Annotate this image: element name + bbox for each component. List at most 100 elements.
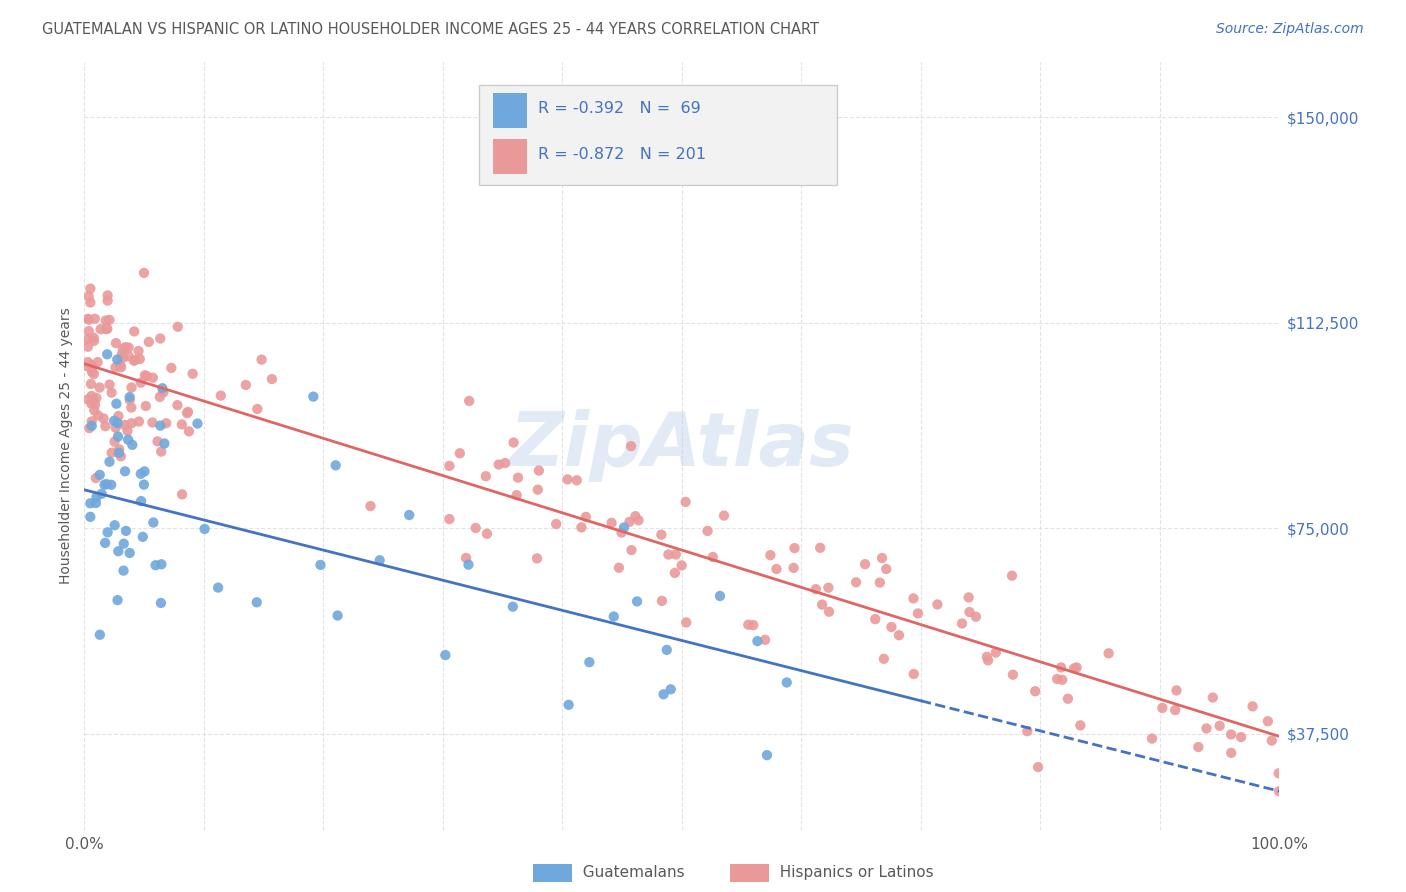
- Point: [84, 471, 107, 485]
- Point: [108, 446, 131, 460]
- Point: [488, 458, 510, 472]
- Point: [110, 360, 132, 375]
- Point: [600, 516, 623, 530]
- Point: [619, 515, 641, 529]
- Point: [115, 524, 138, 538]
- Point: [650, 527, 672, 541]
- Point: [97, 525, 120, 540]
- Point: [77, 355, 100, 369]
- Point: [128, 343, 150, 358]
- Point: [1220, 727, 1243, 741]
- Point: [309, 558, 332, 572]
- Point: [145, 558, 167, 573]
- Point: [696, 524, 718, 538]
- Point: [105, 352, 128, 367]
- Point: [98, 455, 121, 469]
- Point: [186, 417, 208, 431]
- Point: [121, 380, 143, 394]
- Text: GUATEMALAN VS HISPANIC OR LATINO HOUSEHOLDER INCOME AGES 25 - 44 YEARS CORRELATI: GUATEMALAN VS HISPANIC OR LATINO HOUSEHO…: [42, 22, 820, 37]
- Point: [1187, 739, 1209, 754]
- Point: [627, 513, 650, 527]
- Point: [880, 620, 903, 634]
- Point: [77, 359, 100, 374]
- Point: [675, 615, 697, 630]
- Point: [260, 372, 283, 386]
- Point: [80, 418, 103, 433]
- Point: [1052, 673, 1074, 687]
- Point: [464, 521, 486, 535]
- Point: [117, 424, 139, 438]
- Point: [89, 628, 111, 642]
- Point: [93, 411, 115, 425]
- Point: [97, 288, 120, 302]
- Text: Hispanics or Latinos: Hispanics or Latinos: [731, 865, 934, 880]
- Point: [246, 595, 269, 609]
- Point: [98, 377, 121, 392]
- Point: [103, 414, 125, 428]
- Point: [100, 385, 122, 400]
- Point: [87, 409, 110, 423]
- Point: [434, 648, 457, 662]
- Point: [747, 634, 769, 648]
- Point: [114, 340, 136, 354]
- Point: [107, 429, 129, 443]
- Point: [1046, 672, 1069, 686]
- Point: [620, 543, 643, 558]
- Point: [121, 438, 143, 452]
- Point: [118, 390, 141, 404]
- Point: [903, 667, 925, 681]
- Point: [907, 607, 929, 621]
- Point: [149, 390, 172, 404]
- Point: [808, 541, 831, 555]
- Point: [1152, 701, 1174, 715]
- Point: [80, 389, 103, 403]
- Point: [546, 516, 568, 531]
- Point: [86, 391, 108, 405]
- Point: [111, 342, 134, 356]
- Point: [90, 487, 112, 501]
- Point: [325, 458, 347, 473]
- Point: [865, 612, 887, 626]
- Point: [875, 562, 897, 576]
- Point: [804, 582, 827, 597]
- Text: Source: ZipAtlas.com: Source: ZipAtlas.com: [1216, 22, 1364, 37]
- Text: R = -0.872   N = 201: R = -0.872 N = 201: [538, 147, 707, 162]
- Point: [79, 496, 101, 510]
- Point: [129, 467, 152, 481]
- Text: ZipAtlas: ZipAtlas: [509, 409, 855, 483]
- Point: [207, 581, 229, 595]
- Point: [1069, 718, 1091, 732]
- Bar: [494, 93, 527, 128]
- Point: [765, 562, 787, 576]
- Point: [176, 406, 198, 420]
- Point: [83, 367, 105, 381]
- Point: [170, 417, 193, 432]
- Point: [626, 594, 648, 608]
- Point: [150, 381, 173, 395]
- Point: [80, 396, 103, 410]
- Point: [166, 398, 188, 412]
- Point: [141, 416, 163, 430]
- Point: [122, 325, 145, 339]
- Point: [149, 418, 172, 433]
- Point: [160, 360, 183, 375]
- Point: [1166, 683, 1188, 698]
- Point: [96, 347, 118, 361]
- Point: [811, 598, 834, 612]
- Point: [79, 295, 101, 310]
- Point: [1140, 731, 1163, 746]
- Point: [128, 415, 150, 429]
- Point: [527, 464, 550, 478]
- Point: [709, 589, 731, 603]
- Point: [965, 609, 987, 624]
- Point: [77, 392, 100, 407]
- Point: [557, 472, 579, 486]
- Point: [659, 682, 682, 697]
- Point: [565, 473, 588, 487]
- Point: [984, 646, 1007, 660]
- Point: [132, 477, 155, 491]
- Point: [134, 368, 156, 383]
- Point: [114, 464, 136, 478]
- Point: [454, 550, 477, 565]
- Point: [90, 322, 112, 336]
